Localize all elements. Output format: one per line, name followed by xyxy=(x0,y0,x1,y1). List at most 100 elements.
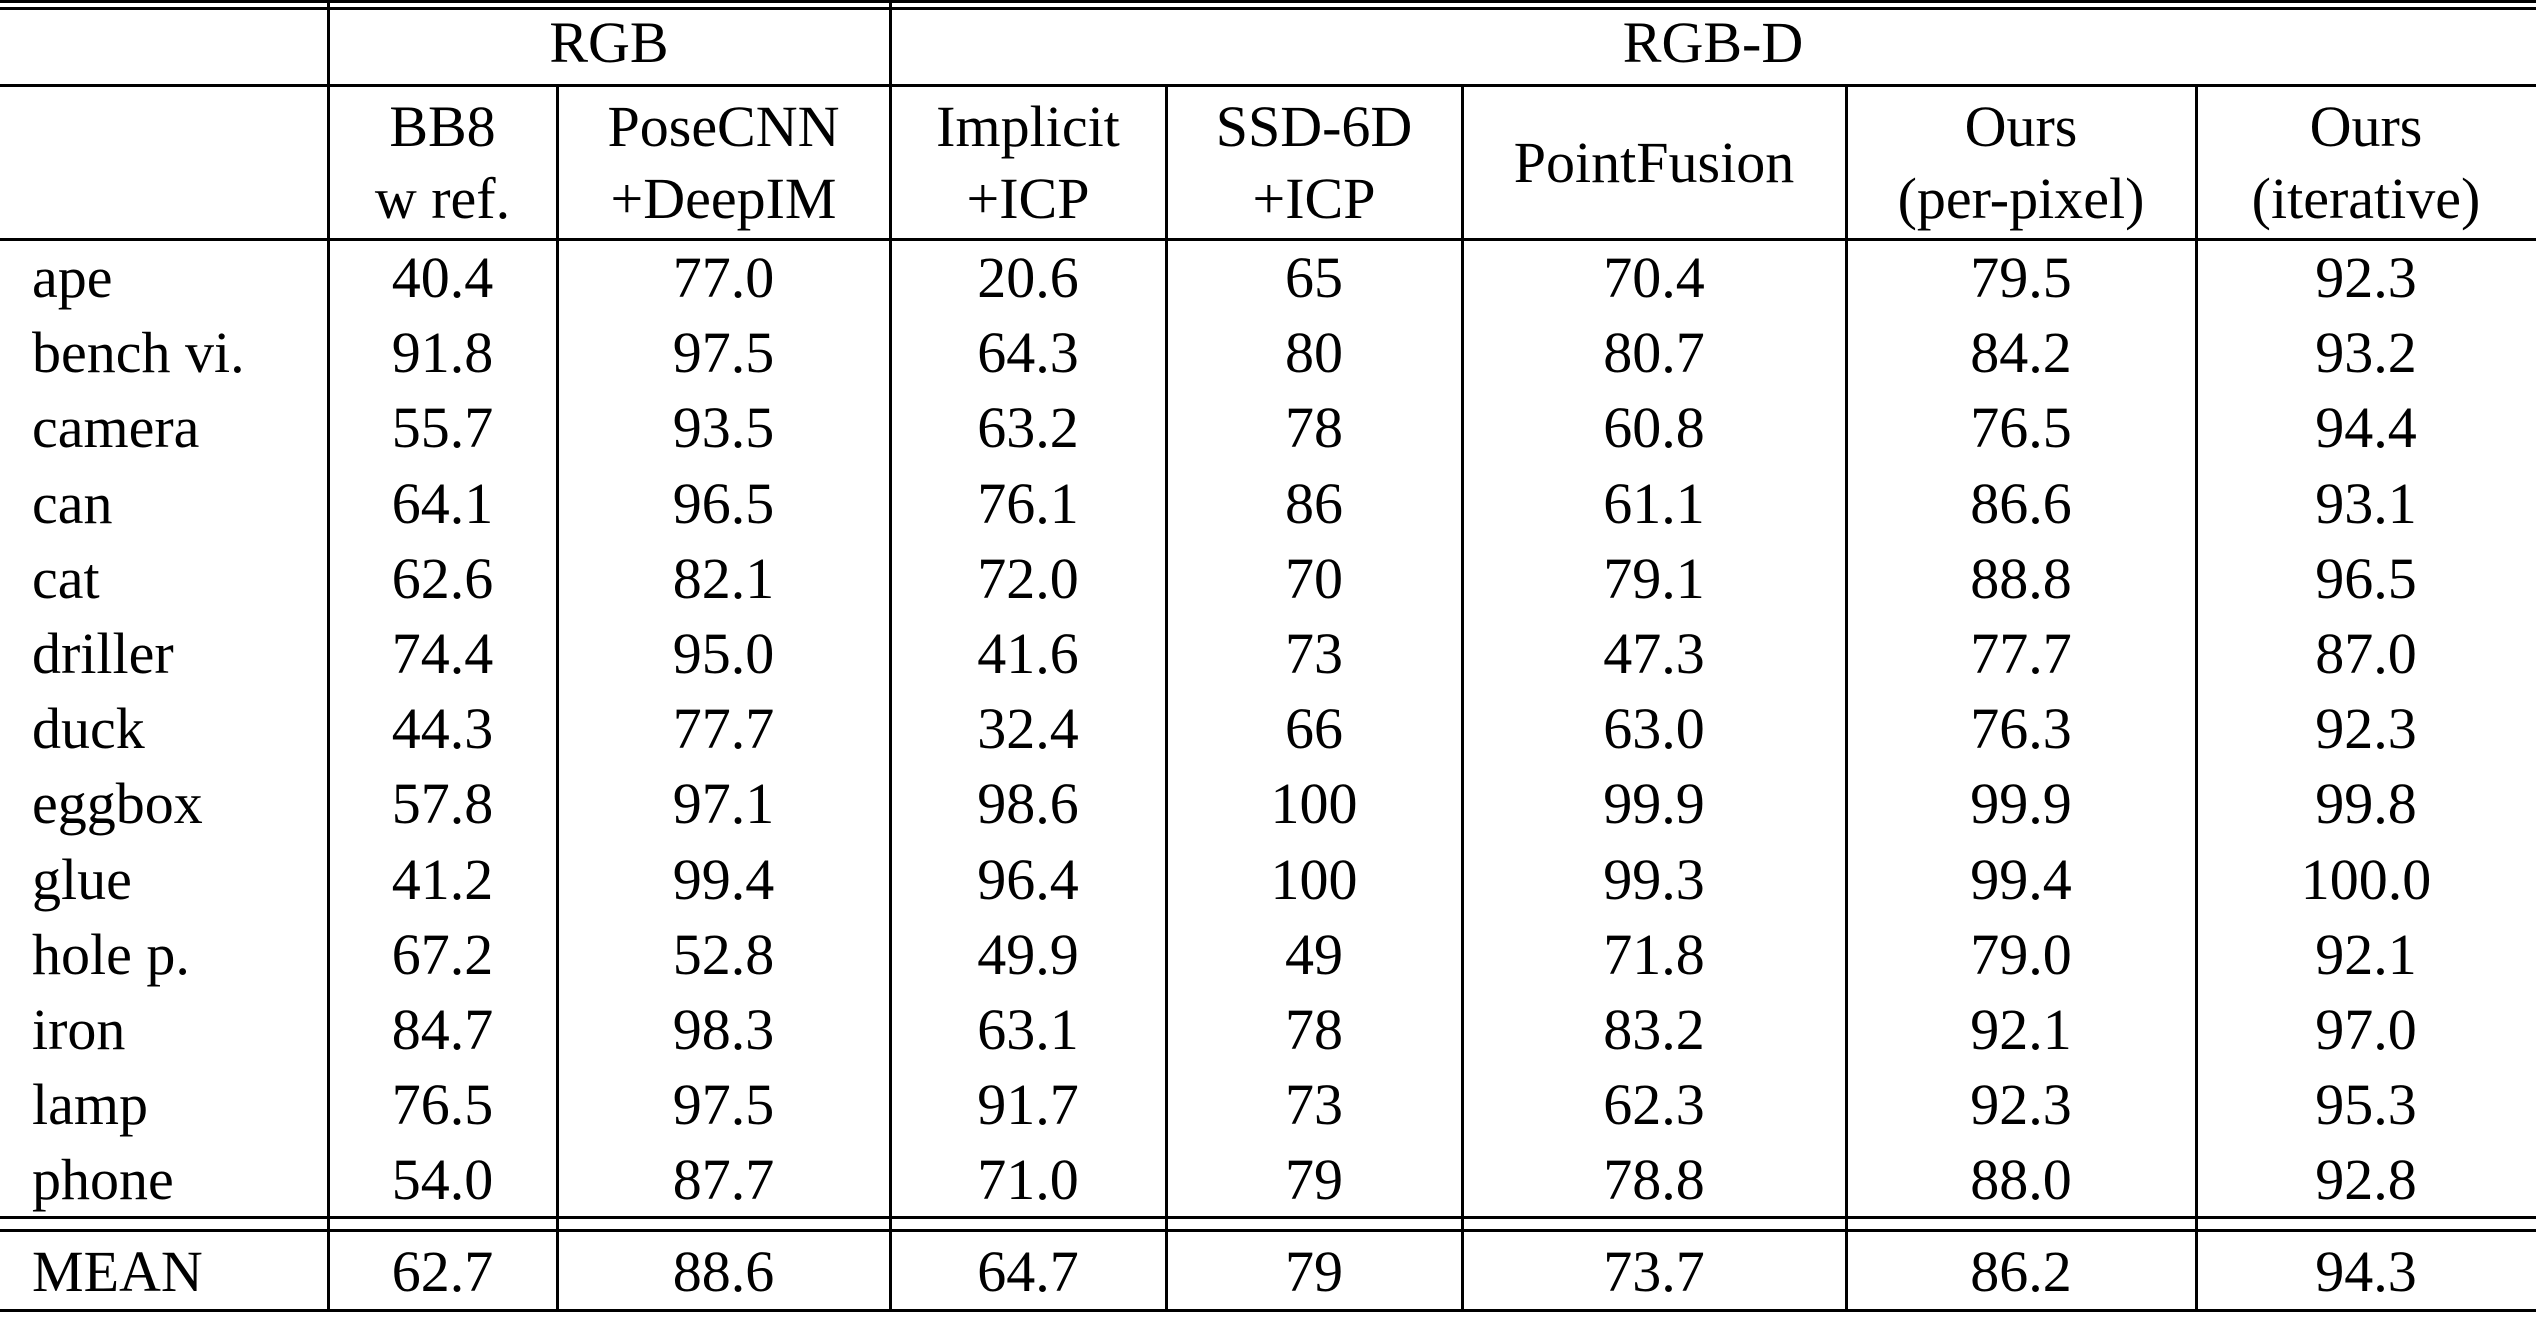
value-cell: 60.8 xyxy=(1603,395,1705,461)
value-cell: 92.8 xyxy=(2315,1147,2417,1213)
value-cell: 88.8 xyxy=(1970,545,2072,611)
value-cell: 76.5 xyxy=(391,1072,494,1138)
value-cell: 98.6 xyxy=(977,771,1079,837)
value-cell: 100 xyxy=(1270,846,1358,912)
mean-value-cell: 94.3 xyxy=(2315,1238,2417,1304)
method-name-suffix: +DeepIM xyxy=(610,165,837,231)
top-rule-inner xyxy=(0,7,2536,10)
value-cell: 80 xyxy=(1285,320,1343,386)
value-cell: 63.1 xyxy=(977,997,1079,1063)
value-cell: 84.2 xyxy=(1970,320,2072,386)
col-group-rgbd: RGB-D xyxy=(1622,10,1804,75)
value-cell: 99.3 xyxy=(1603,846,1705,912)
object-label: bench vi. xyxy=(32,320,245,386)
object-label: glue xyxy=(32,846,132,912)
method-header-cell: BB8 w ref. xyxy=(328,85,557,240)
method-header-cell: Ours (iterative) xyxy=(2196,85,2536,240)
value-cell: 40.4 xyxy=(391,245,494,311)
method-name: PoseCNN xyxy=(607,93,840,159)
value-cell: 66 xyxy=(1285,696,1343,762)
value-cell: 91.8 xyxy=(391,320,494,386)
object-label: cat xyxy=(32,545,100,611)
mean-value-cell: 88.6 xyxy=(672,1238,775,1304)
value-cell: 82.1 xyxy=(672,545,775,611)
value-cell: 64.1 xyxy=(391,470,494,536)
value-cell: 97.5 xyxy=(672,320,775,386)
value-cell: 74.4 xyxy=(391,621,494,687)
object-label: eggbox xyxy=(32,771,203,837)
value-cell: 44.3 xyxy=(391,696,494,762)
value-cell: 55.7 xyxy=(391,395,494,461)
value-cell: 93.2 xyxy=(2315,320,2417,386)
value-cell: 72.0 xyxy=(977,545,1079,611)
method-name: Implicit xyxy=(936,93,1120,159)
object-label: driller xyxy=(32,621,174,687)
mean-value-cell: 79 xyxy=(1285,1238,1343,1304)
mean-value-cell: 64.7 xyxy=(977,1238,1079,1304)
value-cell: 71.8 xyxy=(1603,921,1705,987)
value-cell: 86.6 xyxy=(1970,470,2072,536)
value-cell: 96.4 xyxy=(977,846,1079,912)
object-label: can xyxy=(32,470,113,536)
object-label: phone xyxy=(32,1147,174,1213)
value-cell: 20.6 xyxy=(977,245,1079,311)
value-cell: 95.0 xyxy=(672,621,775,687)
value-cell: 92.3 xyxy=(1970,1072,2072,1138)
value-cell: 97.5 xyxy=(672,1072,775,1138)
value-cell: 80.7 xyxy=(1603,320,1705,386)
value-cell: 99.9 xyxy=(1970,771,2072,837)
value-cell: 79.1 xyxy=(1603,545,1705,611)
value-cell: 70 xyxy=(1285,545,1343,611)
value-cell: 76.5 xyxy=(1970,395,2072,461)
value-cell: 92.3 xyxy=(2315,696,2417,762)
object-label: duck xyxy=(32,696,145,762)
value-cell: 49.9 xyxy=(977,921,1079,987)
value-cell: 65 xyxy=(1285,245,1343,311)
value-cell: 77.7 xyxy=(672,696,775,762)
vertical-rule xyxy=(889,3,892,1312)
value-cell: 61.1 xyxy=(1603,470,1705,536)
value-cell: 97.0 xyxy=(2315,997,2417,1063)
value-cell: 96.5 xyxy=(672,470,775,536)
value-cell: 73 xyxy=(1285,621,1343,687)
value-cell: 77.7 xyxy=(1970,621,2072,687)
value-cell: 86 xyxy=(1285,470,1343,536)
value-cell: 41.6 xyxy=(977,621,1079,687)
value-cell: 70.4 xyxy=(1603,245,1705,311)
method-name-suffix: w ref. xyxy=(374,165,511,231)
value-cell: 88.0 xyxy=(1970,1147,2072,1213)
value-cell: 92.3 xyxy=(2315,245,2417,311)
method-name-suffix: +ICP xyxy=(1252,165,1376,231)
value-cell: 96.5 xyxy=(2315,545,2417,611)
value-cell: 78 xyxy=(1285,395,1343,461)
object-label: iron xyxy=(32,997,126,1063)
object-label: ape xyxy=(32,245,113,311)
object-label: lamp xyxy=(32,1072,148,1138)
value-cell: 99.9 xyxy=(1603,771,1705,837)
method-header-cell: PoseCNN +DeepIM xyxy=(557,85,890,240)
mean-separator-rule-upper xyxy=(0,1216,2536,1219)
value-cell: 95.3 xyxy=(2315,1072,2417,1138)
value-cell: 41.2 xyxy=(391,846,494,912)
value-cell: 47.3 xyxy=(1603,621,1705,687)
header-body-separator-rule xyxy=(0,238,2536,241)
value-cell: 99.8 xyxy=(2315,771,2417,837)
method-name: Ours xyxy=(1964,93,2078,159)
mean-value-cell: 86.2 xyxy=(1970,1238,2072,1304)
method-name: Ours xyxy=(2309,93,2423,159)
value-cell: 84.7 xyxy=(391,997,494,1063)
col-group-rgb: RGB xyxy=(549,10,669,75)
value-cell: 62.6 xyxy=(391,545,494,611)
method-header-cell: Ours (per-pixel) xyxy=(1846,85,2196,240)
header-group-separator-rule xyxy=(0,84,2536,87)
value-cell: 83.2 xyxy=(1603,997,1705,1063)
value-cell: 79.0 xyxy=(1970,921,2072,987)
value-cell: 79.5 xyxy=(1970,245,2072,311)
value-cell: 92.1 xyxy=(2315,921,2417,987)
value-cell: 76.3 xyxy=(1970,696,2072,762)
mean-value-cell: 62.7 xyxy=(391,1238,494,1304)
vertical-rule xyxy=(1845,84,1848,1312)
value-cell: 92.1 xyxy=(1970,997,2072,1063)
value-cell: 63.2 xyxy=(977,395,1079,461)
value-cell: 79 xyxy=(1285,1147,1343,1213)
